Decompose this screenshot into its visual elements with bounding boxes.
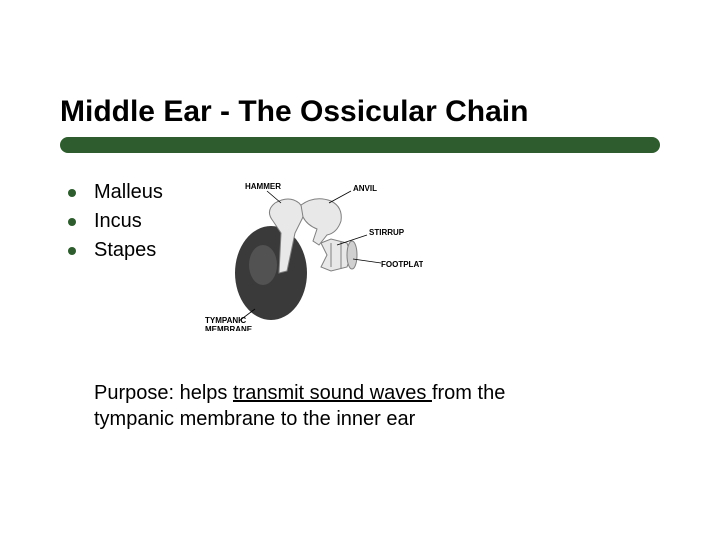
diagram-label-tympanic: TYMPANIC MEMBRANE [205,316,253,331]
list-item: Malleus [68,181,163,204]
title-underline-bar [60,137,660,153]
slide-container: Middle Ear - The Ossicular Chain Malleus… [0,0,720,540]
diagram-label-footplate: FOOTPLATE [381,260,423,269]
ossicular-chain-diagram: HAMMER ANVIL STIRRUP FOOTPLATE TYMPANIC … [203,181,423,336]
purpose-underlined: transmit sound waves [233,382,432,404]
bullet-label: Malleus [94,181,163,204]
slide-title: Middle Ear - The Ossicular Chain [60,95,660,129]
diagram-label-stirrup: STIRRUP [369,228,405,237]
diagram-label-anvil: ANVIL [353,184,377,193]
bullet-icon [68,189,76,197]
tympanic-line2: MEMBRANE [205,325,253,331]
leader-line [353,259,381,263]
tympanic-membrane-highlight [249,245,277,285]
footplate-shape [347,241,357,269]
bullet-list: Malleus Incus Stapes [60,181,163,268]
leader-line [329,191,351,203]
purpose-prefix: Purpose: helps [94,382,233,404]
bullet-icon [68,247,76,255]
content-row: Malleus Incus Stapes [60,181,660,336]
diagram-label-hammer: HAMMER [245,182,281,191]
bullet-icon [68,218,76,226]
anvil-shape [301,199,341,245]
list-item: Stapes [68,239,163,262]
tympanic-line1: TYMPANIC [205,316,246,325]
diagram-svg: HAMMER ANVIL STIRRUP FOOTPLATE TYMPANIC … [203,181,423,331]
leader-line [267,191,281,203]
list-item: Incus [68,210,163,233]
bullet-label: Stapes [94,239,156,262]
purpose-text: Purpose: helps transmit sound waves from… [60,380,580,432]
bullet-label: Incus [94,210,142,233]
